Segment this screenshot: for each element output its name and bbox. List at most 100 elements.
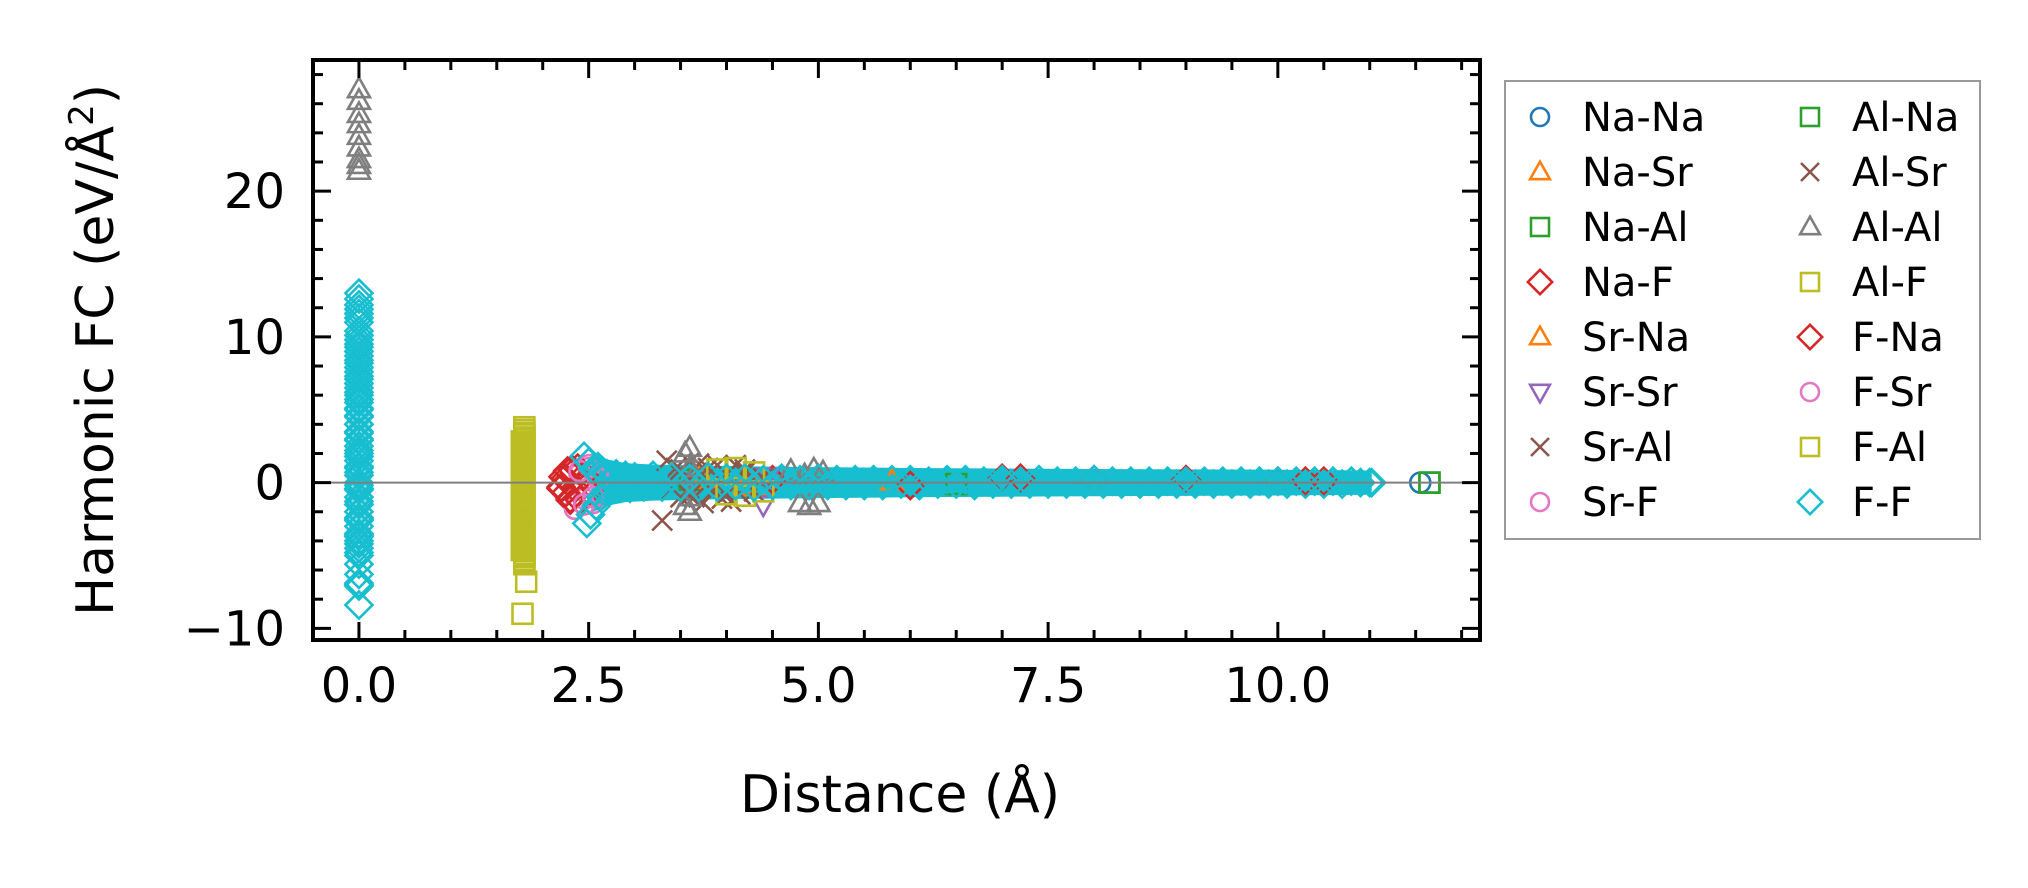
legend-label: F-Na [1852, 315, 1944, 361]
point-f-f [343, 306, 375, 338]
legend-item-sr-sr: Sr-Sr [1527, 370, 1678, 416]
point-al-sr [715, 483, 738, 506]
legend-item-sr-na: Sr-Na [1527, 315, 1690, 361]
point-f-f [343, 548, 375, 580]
legend-item-na-sr: Na-Sr [1527, 150, 1693, 196]
point-al-al [805, 488, 832, 513]
point-f-f [343, 347, 375, 379]
legend-label: F-Al [1852, 425, 1927, 471]
legend-label: Sr-Na [1582, 315, 1690, 361]
point-f-f [343, 441, 375, 472]
point-f-f [610, 459, 641, 491]
y-axis-label-superscript: 2 [62, 104, 102, 126]
legend-item-al-na: Al-Na [1799, 95, 1959, 141]
point-f-al [513, 536, 536, 560]
point-al-al [345, 86, 373, 111]
point-al-al [795, 491, 823, 516]
y-tick-label: 20 [224, 164, 285, 220]
x-tick-label: 5.0 [780, 658, 856, 714]
legend-item-sr-f: Sr-F [1529, 480, 1659, 526]
point-f-f [343, 379, 375, 411]
legend-label: Na-Al [1582, 205, 1688, 251]
point-f-f [343, 331, 375, 363]
point-al-al [345, 109, 373, 134]
legend-marker-f-na [1796, 323, 1824, 351]
legend-marker-sr-f [1529, 491, 1551, 513]
legend-item-na-f: Na-F [1526, 260, 1674, 306]
legend-frame [1504, 80, 1981, 540]
point-f-f [343, 320, 375, 351]
point-f-f [343, 521, 375, 552]
point-f-na [552, 455, 583, 487]
point-f-f [343, 589, 375, 621]
legend-label: Sr-Al [1582, 425, 1673, 471]
point-f-f [343, 457, 375, 488]
point-f-na [894, 470, 926, 501]
y-axis-label: Harmonic FC (eV/Å2) [62, 84, 126, 616]
legend-label: Al-F [1852, 260, 1928, 306]
legend-label: Na-Sr [1582, 150, 1693, 196]
point-al-f [724, 456, 747, 480]
legend-item-f-f: F-F [1796, 480, 1912, 526]
legend-marker-sr-al [1530, 437, 1550, 457]
legend-marker-al-f [1799, 271, 1821, 293]
point-f-f [580, 490, 612, 522]
legend-marker-f-f [1796, 488, 1824, 516]
point-al-al [345, 74, 373, 99]
legend: Na-Na Na-Sr Na-Al Na-F Sr-Na Sr-Sr Sr-Al Sr-F Al… [1504, 80, 1981, 540]
point-f-f [343, 569, 375, 600]
x-tick-label: 10.0 [1224, 658, 1331, 714]
legend-item-sr-al: Sr-Al [1530, 425, 1673, 471]
point-f-f [343, 376, 375, 408]
point-f-f [343, 470, 375, 501]
legend-marker-f-al [1799, 436, 1821, 458]
legend-marker-al-na [1799, 106, 1821, 128]
legend-marker-na-al [1529, 216, 1551, 238]
point-al-f [733, 484, 757, 508]
legend-label: F-F [1852, 480, 1912, 526]
point-f-f [343, 408, 375, 440]
x-axis-label: Distance (Å) [740, 763, 1060, 825]
point-f-f [343, 344, 375, 376]
series-f-al [513, 418, 536, 576]
y-tick-label: −10 [184, 601, 285, 657]
legend-item-na-na: Na-Na [1529, 95, 1705, 141]
axis-tick-labels: 0.0 2.5 5.0 7.5 10.0 −10 0 10 20 [184, 164, 1332, 714]
legend-marker-na-f [1526, 268, 1554, 296]
point-f-f [343, 283, 375, 315]
legend-label: F-Sr [1852, 370, 1932, 416]
point-f-f [343, 489, 375, 520]
point-f-f [343, 363, 375, 395]
point-f-f [343, 315, 375, 347]
legend-label: Na-Na [1582, 95, 1705, 141]
point-al-sr [678, 484, 701, 507]
point-sr-al [651, 509, 674, 532]
point-f-f [343, 293, 375, 325]
point-f-f [343, 537, 375, 568]
point-f-al [513, 449, 536, 473]
point-f-na [1308, 465, 1340, 497]
legend-item-al-al: Al-Al [1797, 205, 1943, 251]
point-al-al [345, 144, 373, 169]
point-al-al [345, 156, 373, 181]
point-al-al [345, 150, 373, 175]
legend-item-na-al: Na-Al [1529, 205, 1688, 251]
point-f-f [343, 559, 375, 590]
legend-item-f-al: F-Al [1799, 425, 1927, 471]
legend-marker-sr-na [1527, 324, 1553, 346]
x-tick-label: 7.5 [1010, 658, 1086, 714]
point-f-f [1345, 467, 1376, 498]
plot-frame [311, 58, 1482, 642]
point-f-al [513, 421, 536, 445]
point-f-f [343, 525, 375, 557]
point-f-f [343, 392, 375, 424]
point-f-f [343, 328, 375, 360]
point-f-f [343, 505, 375, 536]
legend-marker-al-sr [1800, 162, 1820, 182]
y-axis-label-main: Harmonic FC (eV/Å [64, 125, 126, 616]
legend-marker-na-sr [1527, 159, 1553, 181]
point-f-f [614, 473, 646, 504]
legend-label: Na-F [1582, 260, 1674, 306]
point-al-f [514, 570, 538, 594]
